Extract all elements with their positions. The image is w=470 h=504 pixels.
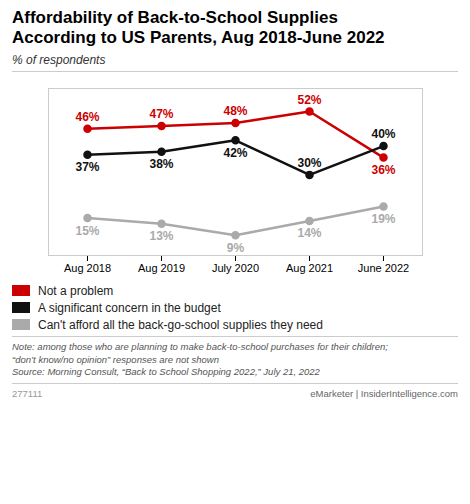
svg-text:52%: 52%: [297, 92, 321, 106]
svg-text:48%: 48%: [223, 104, 247, 118]
html-text:Affordability of Back-to-Schoo: Affordability of Back-to-School Supplies…: [12, 8, 385, 48]
html-text:Source: Morning Consult, “Back: Source: Morning Consult, “Back to School…: [12, 366, 320, 378]
svg-text:42%: 42%: [223, 146, 247, 160]
svg-text:36%: 36%: [371, 163, 395, 177]
html-text:Can't afford all the back-go-s: Can't afford all the back-go-school supp…: [38, 317, 323, 332]
svg-text:30%: 30%: [297, 156, 321, 170]
svg-text:46%: 46%: [75, 110, 99, 124]
svg-text:19%: 19%: [371, 212, 395, 226]
html-text:% of respondents: % of respondents: [12, 52, 106, 67]
svg-text:15%: 15%: [75, 223, 99, 237]
svg-text:14%: 14%: [297, 226, 321, 240]
svg-text:40%: 40%: [371, 127, 395, 141]
svg-text:9%: 9%: [227, 241, 245, 255]
svg-text:47%: 47%: [149, 107, 173, 121]
svg-text:13%: 13%: [149, 229, 173, 243]
svg-text:38%: 38%: [149, 157, 173, 171]
html-text:Not a problem: Not a problem: [38, 283, 114, 298]
svg-text:June 2022: June 2022: [358, 262, 409, 274]
svg-text:Aug 2021: Aug 2021: [286, 262, 333, 274]
svg-text:Aug 2018: Aug 2018: [64, 262, 111, 274]
svg-text:Aug 2019: Aug 2019: [138, 262, 185, 274]
html-text:Note: among those who are plan: Note: among those who are planning to ma…: [12, 340, 388, 352]
html-text:277111: 277111: [12, 388, 43, 400]
svg-text:37%: 37%: [75, 160, 99, 174]
html-text:“don’t know/no opinion” respon: “don’t know/no opinion” responses are no…: [12, 353, 219, 365]
html-text:A significant concern in the b: A significant concern in the budget: [38, 300, 221, 315]
html-text:eMarketer | InsiderIntelligenc: eMarketer | InsiderIntelligence.com: [310, 388, 458, 400]
svg-text:July 2020: July 2020: [212, 262, 259, 274]
